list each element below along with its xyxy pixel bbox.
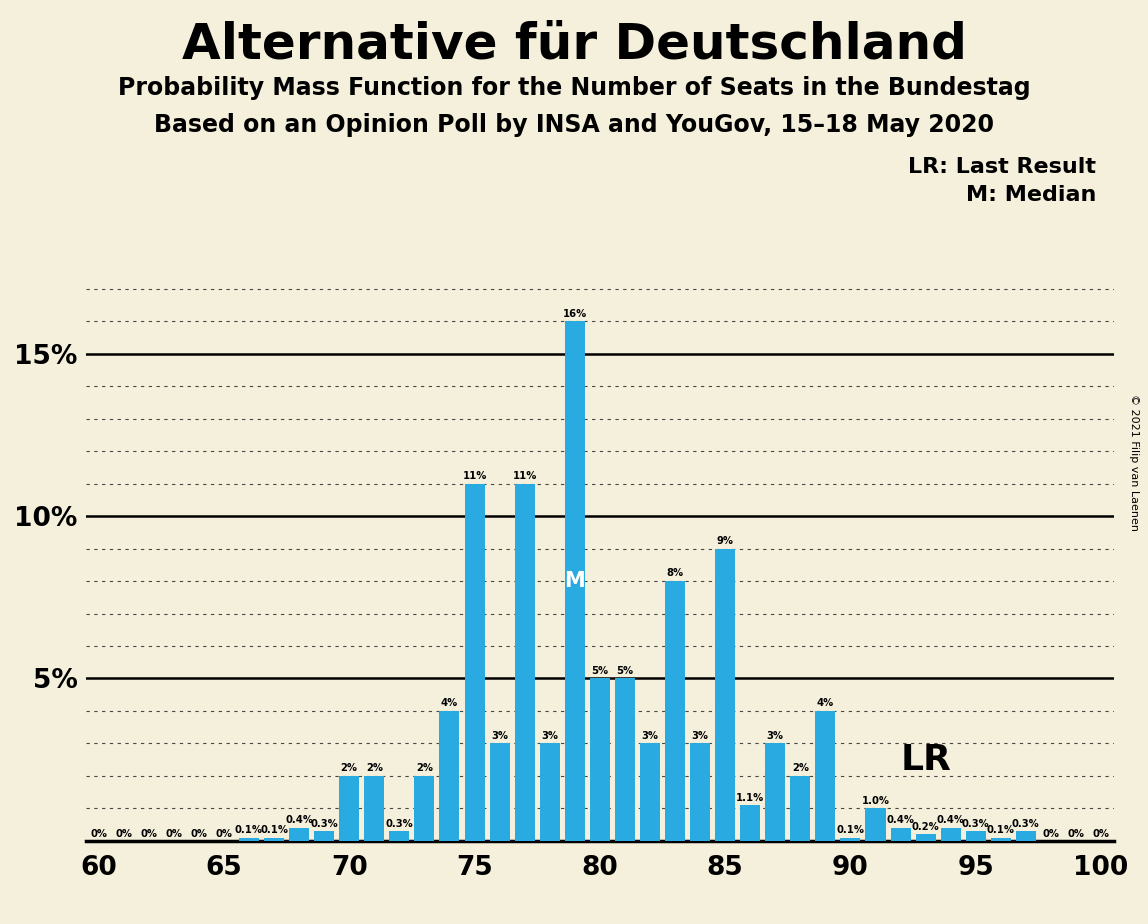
Text: 9%: 9% bbox=[716, 536, 734, 546]
Bar bbox=[315, 831, 334, 841]
Text: LR: LR bbox=[900, 743, 952, 777]
Bar bbox=[590, 678, 610, 841]
Text: 0%: 0% bbox=[91, 829, 107, 839]
Bar bbox=[264, 837, 284, 841]
Bar bbox=[940, 828, 961, 841]
Bar bbox=[766, 744, 785, 841]
Bar bbox=[489, 744, 510, 841]
Bar bbox=[540, 744, 560, 841]
Text: 0.1%: 0.1% bbox=[987, 825, 1015, 835]
Bar bbox=[690, 744, 711, 841]
Text: 3%: 3% bbox=[691, 731, 708, 741]
Bar bbox=[239, 837, 259, 841]
Text: M: Median: M: Median bbox=[965, 185, 1096, 205]
Bar bbox=[639, 744, 660, 841]
Text: 4%: 4% bbox=[441, 699, 458, 709]
Text: 2%: 2% bbox=[792, 763, 809, 773]
Bar bbox=[665, 581, 685, 841]
Text: 5%: 5% bbox=[616, 666, 634, 675]
Text: 0%: 0% bbox=[191, 829, 208, 839]
Bar bbox=[364, 776, 385, 841]
Bar bbox=[339, 776, 359, 841]
Text: M: M bbox=[565, 571, 585, 591]
Text: 0.1%: 0.1% bbox=[837, 825, 864, 835]
Text: © 2021 Filip van Laenen: © 2021 Filip van Laenen bbox=[1130, 394, 1139, 530]
Text: 0.4%: 0.4% bbox=[285, 815, 313, 825]
Text: 3%: 3% bbox=[642, 731, 659, 741]
Text: 0.3%: 0.3% bbox=[386, 819, 413, 829]
Bar bbox=[815, 711, 836, 841]
Text: 0%: 0% bbox=[165, 829, 183, 839]
Bar bbox=[615, 678, 635, 841]
Text: 11%: 11% bbox=[512, 471, 537, 481]
Text: 0%: 0% bbox=[140, 829, 157, 839]
Bar bbox=[1016, 831, 1035, 841]
Bar bbox=[514, 483, 535, 841]
Text: 0%: 0% bbox=[216, 829, 232, 839]
Text: 16%: 16% bbox=[563, 309, 587, 319]
Bar bbox=[991, 837, 1010, 841]
Bar bbox=[965, 831, 986, 841]
Bar bbox=[916, 834, 936, 841]
Text: 0%: 0% bbox=[1068, 829, 1085, 839]
Bar bbox=[565, 322, 584, 841]
Text: 3%: 3% bbox=[541, 731, 558, 741]
Text: 1.1%: 1.1% bbox=[736, 793, 765, 803]
Text: Alternative für Deutschland: Alternative für Deutschland bbox=[181, 20, 967, 68]
Text: 2%: 2% bbox=[341, 763, 358, 773]
Text: 3%: 3% bbox=[767, 731, 784, 741]
Text: 0.1%: 0.1% bbox=[261, 825, 288, 835]
Bar bbox=[790, 776, 810, 841]
Text: 0.3%: 0.3% bbox=[310, 819, 338, 829]
Bar bbox=[465, 483, 484, 841]
Text: 2%: 2% bbox=[366, 763, 382, 773]
Text: 0.3%: 0.3% bbox=[962, 819, 990, 829]
Text: 0%: 0% bbox=[115, 829, 132, 839]
Text: 2%: 2% bbox=[416, 763, 433, 773]
Text: 0.4%: 0.4% bbox=[937, 815, 964, 825]
Text: 0%: 0% bbox=[1042, 829, 1060, 839]
Text: 0.1%: 0.1% bbox=[235, 825, 263, 835]
Bar bbox=[866, 808, 885, 841]
Bar bbox=[414, 776, 434, 841]
Text: 0.2%: 0.2% bbox=[912, 821, 939, 832]
Bar bbox=[740, 805, 760, 841]
Text: 4%: 4% bbox=[816, 699, 833, 709]
Text: 1.0%: 1.0% bbox=[861, 796, 890, 806]
Text: 0%: 0% bbox=[1093, 829, 1109, 839]
Text: 5%: 5% bbox=[591, 666, 608, 675]
Bar bbox=[389, 831, 410, 841]
Text: 8%: 8% bbox=[667, 568, 683, 578]
Text: Probability Mass Function for the Number of Seats in the Bundestag: Probability Mass Function for the Number… bbox=[118, 76, 1030, 100]
Text: Based on an Opinion Poll by INSA and YouGov, 15–18 May 2020: Based on an Opinion Poll by INSA and You… bbox=[154, 113, 994, 137]
Bar bbox=[715, 549, 735, 841]
Text: LR: Last Result: LR: Last Result bbox=[908, 157, 1096, 177]
Text: 3%: 3% bbox=[491, 731, 509, 741]
Text: 0.3%: 0.3% bbox=[1013, 819, 1040, 829]
Bar bbox=[840, 837, 861, 841]
Bar bbox=[891, 828, 910, 841]
Bar bbox=[289, 828, 309, 841]
Text: 0.4%: 0.4% bbox=[886, 815, 915, 825]
Text: 11%: 11% bbox=[463, 471, 487, 481]
Bar bbox=[440, 711, 459, 841]
